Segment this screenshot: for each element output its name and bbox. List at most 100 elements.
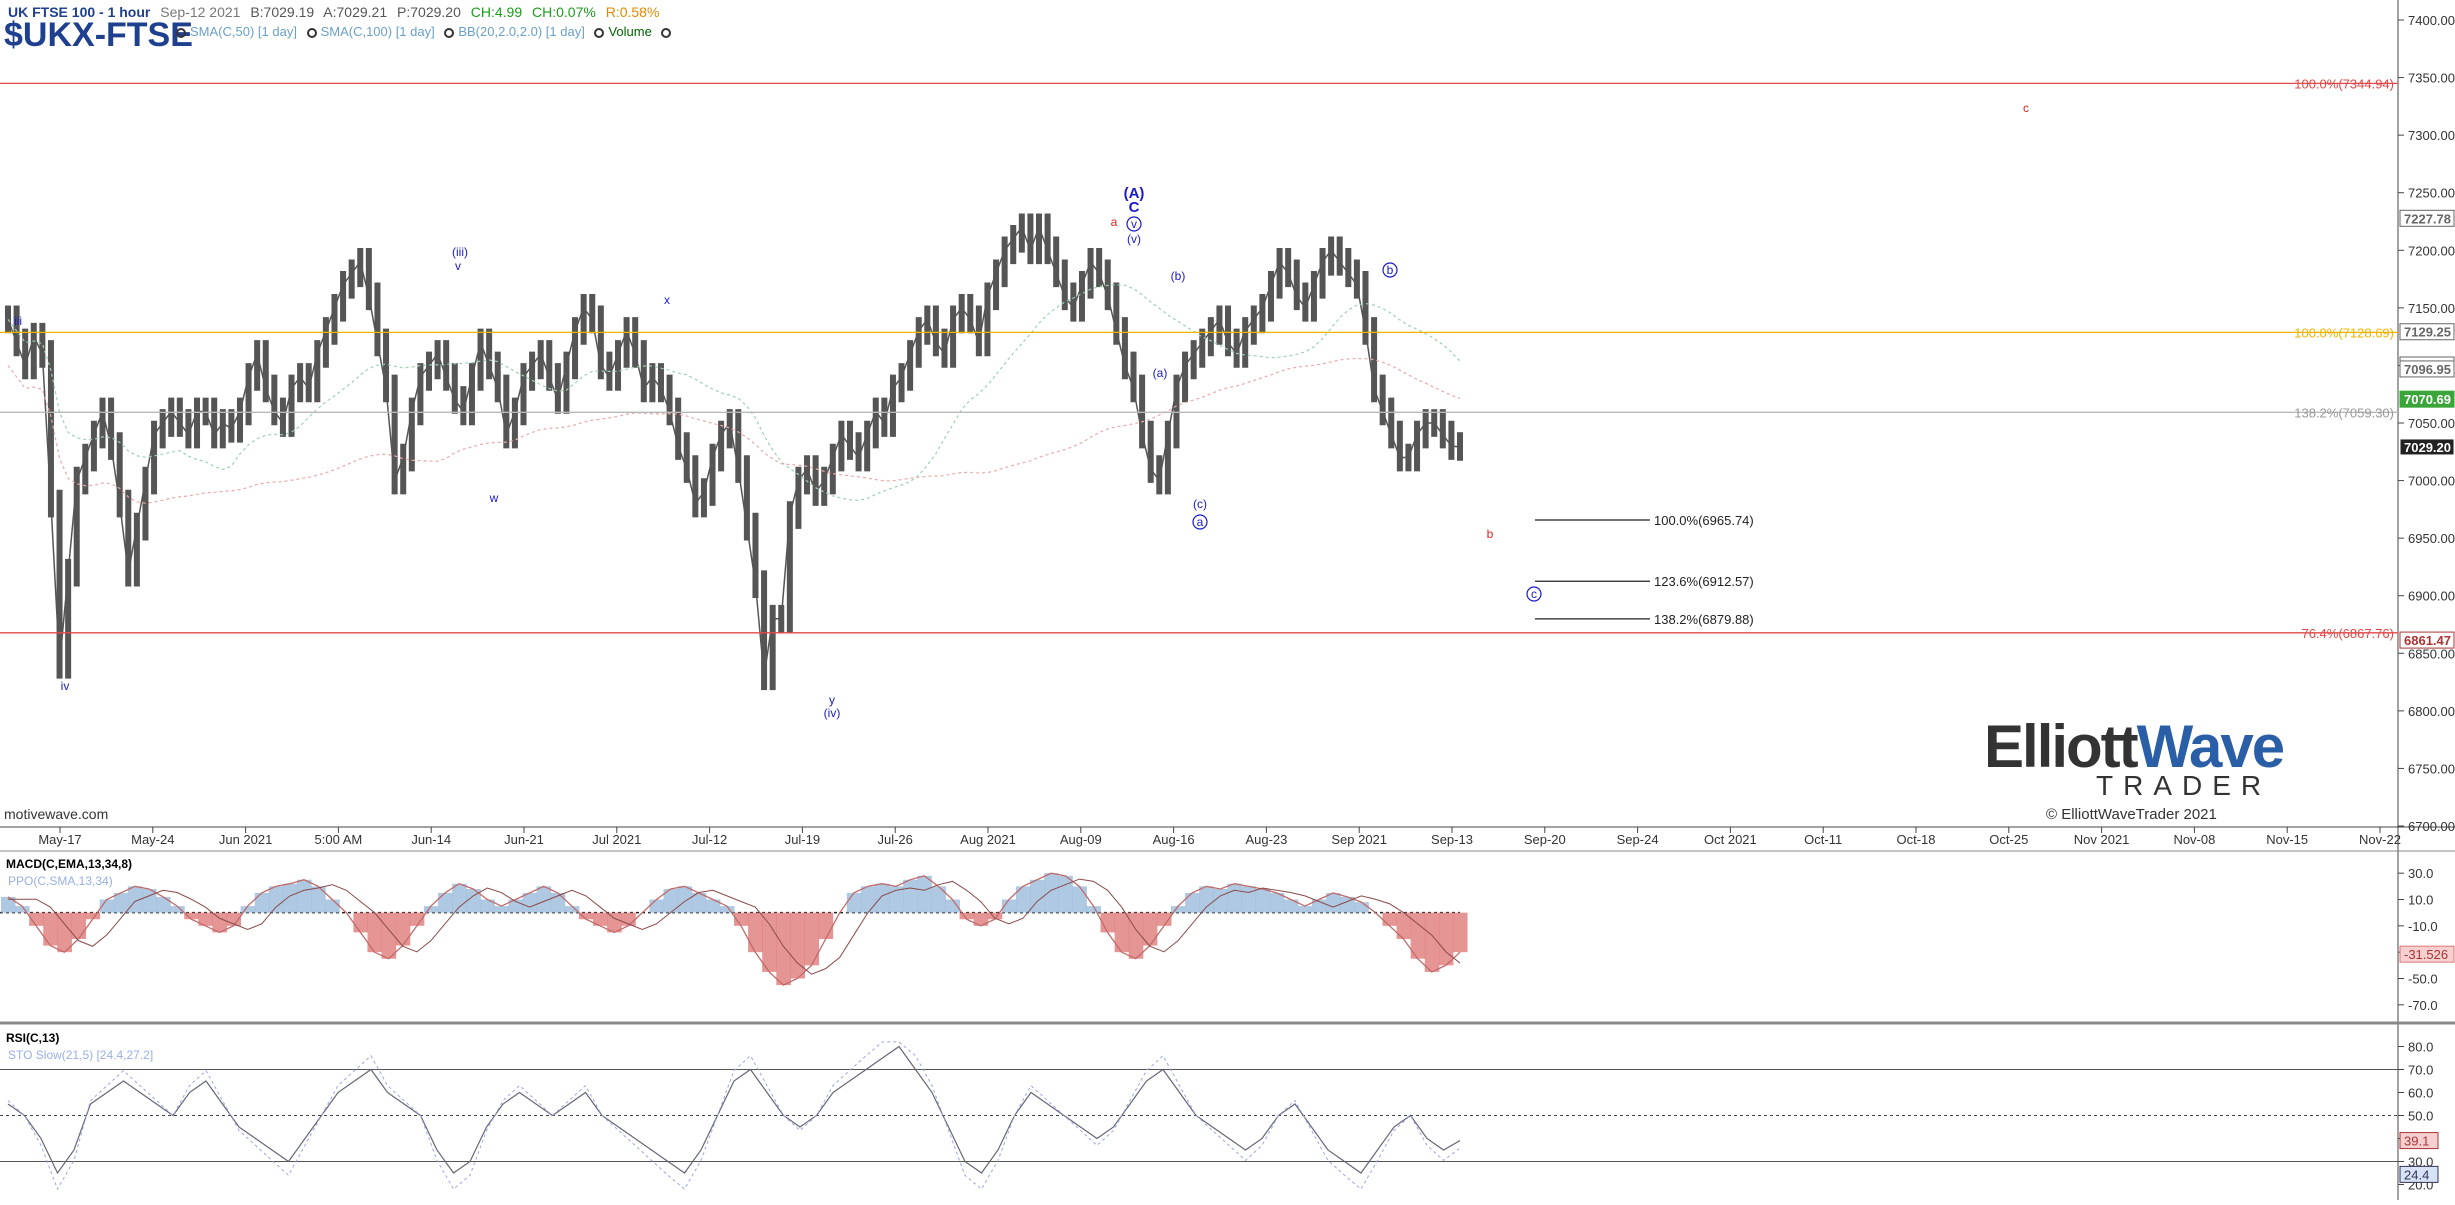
fib-level-label: 138.2%(7059.30) bbox=[2294, 405, 2394, 420]
macd-hist-bar bbox=[1156, 912, 1172, 926]
gear-icon[interactable] bbox=[661, 28, 672, 38]
macd-hist-bar bbox=[536, 886, 552, 913]
macd-hist-bar bbox=[1326, 892, 1341, 913]
macd-y-tick-label: -70.0 bbox=[2408, 998, 2438, 1013]
macd-hist-bar bbox=[423, 906, 439, 913]
x-tick-label: Sep-20 bbox=[1524, 832, 1566, 847]
macd-hist-bar bbox=[705, 899, 721, 913]
indicator-volume: Volume bbox=[608, 24, 652, 39]
macd-hist-bar bbox=[1086, 906, 1102, 913]
wave-label: a bbox=[1111, 215, 1118, 229]
x-tick-label: Oct-18 bbox=[1896, 832, 1935, 847]
wave-label: (a) bbox=[1153, 366, 1168, 380]
chart-header: UK FTSE 100 - 1 hour Sep-12 2021 B:7029.… bbox=[8, 4, 665, 20]
x-tick-label: Oct 2021 bbox=[1704, 832, 1757, 847]
macd-hist-bar bbox=[85, 912, 101, 920]
x-tick-label: Jul-19 bbox=[785, 832, 820, 847]
macd-hist-bar bbox=[818, 912, 834, 939]
rsi-value-tag-box bbox=[2399, 1165, 2439, 1183]
macd-hist-bar bbox=[1015, 886, 1031, 913]
price-line bbox=[7, 225, 1461, 677]
logo-copyright: © ElliottWaveTrader 2021 bbox=[2046, 806, 2217, 823]
wave-label: (c) bbox=[1193, 497, 1207, 511]
gear-icon[interactable] bbox=[444, 28, 455, 38]
y-tick-label: 6750.00 bbox=[2408, 761, 2455, 776]
y-tick-label: 6800.00 bbox=[2408, 704, 2455, 719]
macd-hist-bar bbox=[987, 912, 1003, 920]
macd-hist-bar bbox=[1058, 875, 1073, 913]
macd-hist-bar bbox=[1340, 896, 1355, 913]
header-change: CH:4.99 bbox=[470, 4, 523, 20]
macd-hist-bar bbox=[931, 886, 946, 913]
macd-hist-bar bbox=[578, 912, 594, 920]
macd-hist-bar bbox=[1227, 883, 1242, 913]
macd-hist-bar bbox=[1424, 912, 1440, 972]
gear-icon[interactable] bbox=[176, 28, 186, 38]
wave-label: (iv) bbox=[824, 706, 841, 720]
macd-subtitle: PPO(C,SMA,13,34) bbox=[8, 874, 113, 888]
wave-label: (iii) bbox=[452, 245, 468, 259]
price-tag-box bbox=[2399, 631, 2455, 649]
macd-hist-bar bbox=[874, 883, 890, 913]
macd-hist-bar bbox=[734, 912, 749, 926]
indicator-legend: SMA(C,50) [1 day] SMA(C,100) [1 day] BB(… bbox=[170, 24, 675, 39]
macd-hist-bar bbox=[99, 899, 115, 913]
x-tick-label: Aug-16 bbox=[1153, 832, 1195, 847]
y-tick-label: 7300.00 bbox=[2408, 128, 2455, 143]
macd-hist-bar bbox=[959, 912, 975, 920]
logo-text-wave: Wave bbox=[2136, 713, 2286, 780]
rsi-value-tag-box bbox=[2399, 1132, 2439, 1150]
wave-label: v bbox=[455, 259, 461, 273]
y-tick-label: 6950.00 bbox=[2408, 531, 2455, 546]
macd-hist-bar bbox=[240, 906, 256, 913]
macd-hist-bar bbox=[917, 875, 932, 913]
macd-hist-bar bbox=[846, 892, 862, 913]
macd-hist-bar bbox=[1142, 912, 1158, 946]
macd-hist-bar bbox=[437, 892, 453, 913]
macd-hist-bar bbox=[1382, 912, 1398, 926]
fib-level-label: 76.4%(6867.76) bbox=[2301, 626, 2394, 641]
header-date: Sep-12 2021 bbox=[160, 4, 241, 20]
macd-hist-bar bbox=[860, 886, 876, 913]
wave-label-circle bbox=[1192, 514, 1208, 530]
header-price: P:7029.20 bbox=[397, 4, 461, 20]
macd-hist-bar bbox=[945, 899, 961, 913]
gear-icon[interactable] bbox=[306, 28, 317, 38]
y-tick-label: 7250.00 bbox=[2408, 186, 2455, 201]
macd-hist-bar bbox=[663, 888, 679, 913]
macd-hist-bar bbox=[268, 886, 284, 913]
macd-hist-bar bbox=[593, 912, 608, 926]
rsi-title: RSI(C,13) bbox=[6, 1031, 59, 1045]
macd-hist-bar bbox=[719, 906, 735, 913]
macd-hist-bar bbox=[170, 906, 185, 913]
wave-label: v bbox=[1131, 217, 1137, 231]
macd-hist-bar bbox=[1072, 886, 1087, 913]
gear-icon[interactable] bbox=[594, 28, 605, 38]
macd-hist-bar bbox=[43, 912, 58, 946]
macd-hist-bar bbox=[1255, 888, 1271, 913]
x-tick-label: Jul-12 bbox=[692, 832, 727, 847]
macd-hist-bar bbox=[776, 912, 791, 986]
macd-hist-bar bbox=[748, 912, 763, 953]
macd-value-tag-box bbox=[2399, 945, 2455, 963]
x-tick-label: Nov-15 bbox=[2266, 832, 2308, 847]
macd-hist-bar bbox=[1171, 906, 1186, 913]
macd-hist-bar bbox=[254, 892, 270, 913]
x-tick-label: Sep 2021 bbox=[1331, 832, 1387, 847]
macd-hist-bar bbox=[1438, 912, 1454, 966]
macd-hist-bar bbox=[29, 912, 44, 926]
y-tick-label: 7150.00 bbox=[2408, 301, 2455, 316]
indicator-sma100: SMA(C,100) [1 day] bbox=[320, 24, 435, 39]
macd-hist-bar bbox=[1396, 912, 1412, 939]
x-tick-label: Sep-24 bbox=[1617, 832, 1659, 847]
price-tag-box bbox=[2399, 209, 2455, 227]
rsi-y-tick-label: 50.0 bbox=[2408, 1109, 2433, 1124]
macd-hist-bar bbox=[466, 888, 481, 913]
x-tick-label: Jul-26 bbox=[877, 832, 912, 847]
price-tag-box bbox=[2399, 323, 2455, 341]
x-tick-label: Oct-11 bbox=[1804, 832, 1842, 847]
x-tick-label: Jun-14 bbox=[411, 832, 451, 847]
wave-label: w bbox=[489, 491, 499, 505]
x-tick-label: 5:00 AM bbox=[315, 832, 363, 847]
